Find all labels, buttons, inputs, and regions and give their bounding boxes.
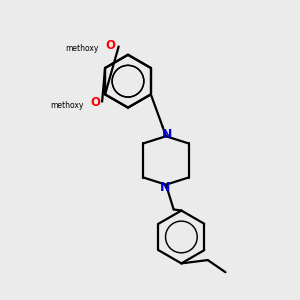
Text: O: O — [90, 96, 100, 109]
Text: methoxy: methoxy — [50, 101, 83, 110]
Text: methoxy: methoxy — [65, 44, 99, 53]
Text: O: O — [105, 39, 115, 52]
Text: N: N — [162, 128, 172, 140]
Text: N: N — [160, 182, 170, 194]
